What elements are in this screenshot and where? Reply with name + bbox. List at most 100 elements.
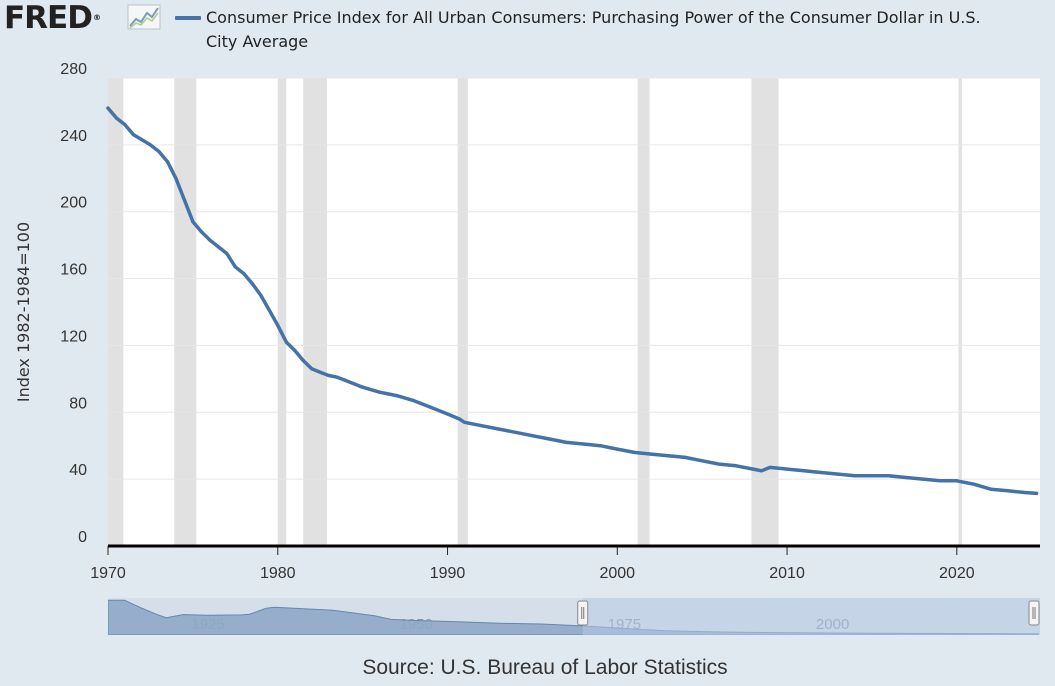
data-point bbox=[140, 138, 144, 142]
data-point bbox=[581, 442, 585, 446]
data-point bbox=[1023, 490, 1027, 495]
data-point bbox=[819, 470, 823, 475]
data-point bbox=[887, 474, 891, 478]
data-point bbox=[335, 375, 339, 379]
data-point bbox=[276, 323, 280, 327]
data-point bbox=[174, 176, 178, 180]
data-point bbox=[921, 477, 925, 481]
data-point bbox=[318, 370, 322, 374]
x-axis-ticks: 1970 1980 1990 2000 2010 2020 bbox=[90, 546, 975, 582]
data-point bbox=[310, 367, 314, 371]
data-point bbox=[259, 293, 263, 297]
data-point bbox=[700, 459, 704, 463]
data-point bbox=[157, 149, 161, 154]
data-point bbox=[547, 437, 552, 441]
data-point bbox=[412, 399, 416, 403]
data-point bbox=[267, 308, 271, 312]
recession-band bbox=[277, 78, 287, 546]
y-tick-label: 200 bbox=[60, 195, 87, 212]
recession-band bbox=[108, 78, 124, 546]
fred-logo-text: FRED bbox=[4, 0, 93, 36]
data-point bbox=[496, 427, 501, 431]
y-tick-label: 160 bbox=[60, 262, 87, 279]
data-point bbox=[395, 394, 399, 398]
data-point bbox=[802, 469, 806, 473]
x-tick-label: 1980 bbox=[260, 565, 296, 582]
chart-plot[interactable]: 0 40 80 120 160 200 240 280 1970 1980 1990 2000 201… bbox=[0, 0, 1055, 600]
data-point bbox=[216, 245, 220, 249]
data-point bbox=[233, 265, 237, 269]
data-point bbox=[751, 467, 755, 471]
plot-area bbox=[108, 78, 1040, 546]
data-point bbox=[479, 424, 484, 428]
data-point bbox=[301, 358, 305, 363]
data-point bbox=[564, 440, 569, 444]
data-point bbox=[225, 251, 229, 256]
recession-band bbox=[174, 78, 197, 546]
data-point bbox=[191, 220, 195, 224]
data-point bbox=[106, 106, 110, 110]
data-point bbox=[293, 348, 297, 352]
data-point bbox=[666, 454, 670, 458]
data-point bbox=[760, 469, 764, 473]
y-tick-label: 280 bbox=[60, 61, 87, 78]
fred-logo[interactable]: FRED® bbox=[4, 0, 101, 36]
data-point bbox=[955, 479, 959, 483]
navigator-selected-range[interactable] bbox=[582, 598, 1040, 635]
range-navigator[interactable]: 1925195019752000 bbox=[108, 598, 1040, 635]
data-point bbox=[734, 464, 738, 468]
data-point bbox=[717, 462, 721, 466]
data-point bbox=[114, 116, 119, 120]
x-tick-label: 2000 bbox=[599, 565, 635, 582]
y-axis-label: Index 1982-1984=100 bbox=[14, 222, 33, 402]
data-point bbox=[768, 465, 772, 469]
data-point bbox=[131, 133, 136, 137]
data-point bbox=[386, 392, 390, 396]
line-graph-icon bbox=[127, 4, 161, 30]
data-point bbox=[250, 282, 254, 286]
y-tick-label: 240 bbox=[60, 128, 87, 145]
data-point bbox=[513, 430, 518, 434]
data-point bbox=[836, 472, 840, 476]
y-tick-label: 40 bbox=[69, 462, 87, 479]
data-point bbox=[165, 160, 169, 164]
data-point bbox=[870, 474, 874, 478]
data-point bbox=[457, 417, 461, 421]
y-tick-label: 80 bbox=[69, 395, 87, 412]
data-point bbox=[615, 447, 619, 451]
x-tick-label: 1970 bbox=[90, 565, 126, 582]
navigator-right-handle[interactable] bbox=[1028, 600, 1040, 626]
data-point bbox=[632, 450, 636, 454]
data-point bbox=[148, 143, 152, 147]
series-layer bbox=[106, 106, 1039, 496]
data-point bbox=[1035, 491, 1039, 495]
data-point bbox=[327, 373, 331, 378]
data-point bbox=[683, 455, 687, 459]
grid-lines bbox=[108, 77, 1040, 480]
legend-series-swatch bbox=[175, 16, 201, 20]
navigator-left-handle[interactable] bbox=[577, 600, 589, 626]
y-axis-ticks: 0 40 80 120 160 200 240 280 bbox=[60, 61, 87, 546]
x-tick-label: 2010 bbox=[769, 565, 805, 582]
data-point bbox=[429, 405, 433, 409]
y-tick-label: 120 bbox=[60, 328, 87, 345]
recession-band bbox=[457, 78, 468, 546]
recession-band bbox=[303, 78, 327, 546]
data-point bbox=[1006, 489, 1010, 493]
data-point bbox=[123, 123, 127, 127]
data-point bbox=[208, 238, 212, 242]
data-point bbox=[242, 272, 246, 276]
data-point bbox=[598, 444, 602, 448]
data-point bbox=[182, 198, 186, 202]
source-caption: Source: U.S. Bureau of Labor Statistics bbox=[362, 656, 728, 679]
x-tick-label: 2020 bbox=[939, 565, 975, 582]
x-tick-label: 1990 bbox=[430, 565, 466, 582]
data-point bbox=[199, 230, 203, 234]
chart-header: FRED® Consumer Price Index for All Urban… bbox=[0, 0, 1055, 60]
data-point bbox=[972, 482, 976, 486]
data-point bbox=[378, 390, 382, 394]
data-point bbox=[284, 340, 288, 344]
data-point bbox=[785, 467, 789, 471]
recession-band bbox=[637, 78, 650, 546]
y-tick-label: 0 bbox=[78, 529, 87, 546]
